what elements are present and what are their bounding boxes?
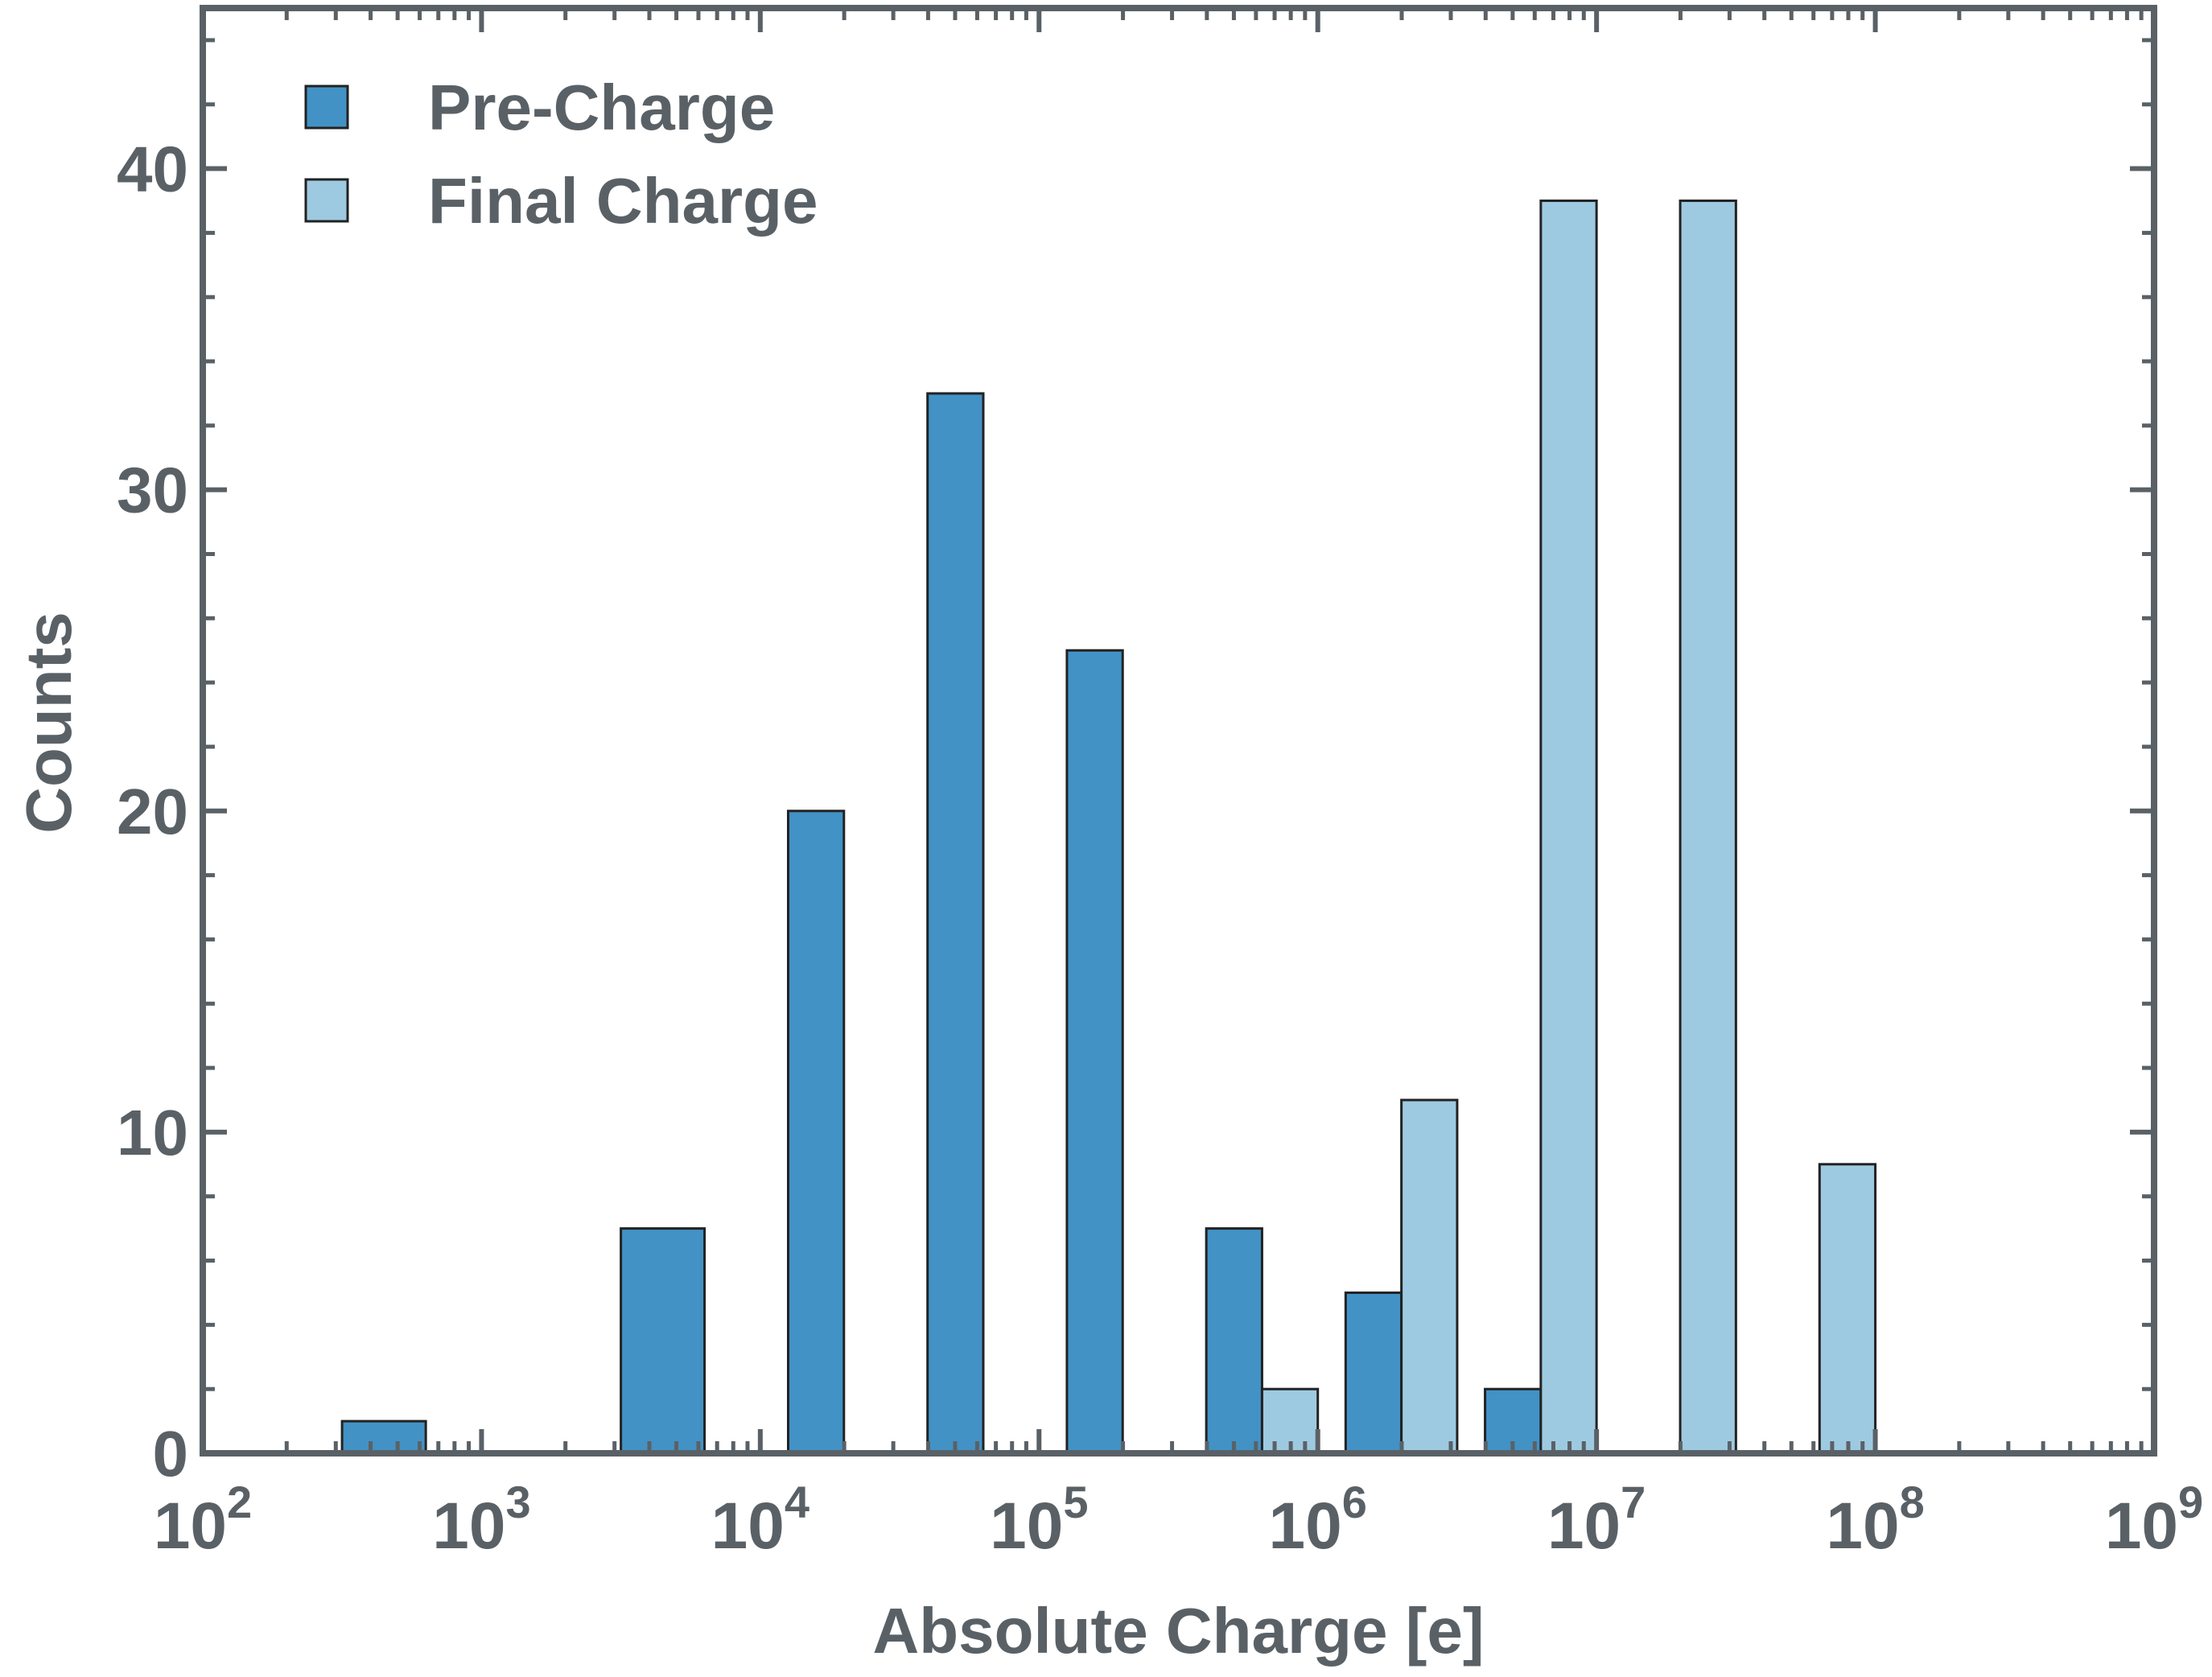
y-tick-label-40: 40 [117, 134, 188, 205]
pre-charge-bar-6 [1344, 1291, 1403, 1455]
legend-label-0: Pre-Charge [428, 72, 775, 143]
y-tick-label-20: 20 [117, 776, 188, 847]
final-charge-bar-2 [1539, 199, 1598, 1455]
pre-charge-bar-1 [620, 1227, 706, 1455]
final-charge-bar-3 [1679, 199, 1737, 1455]
x-tick-label-7: 107 [1547, 1477, 1646, 1563]
x-tick-label-5: 105 [990, 1477, 1088, 1563]
pre-charge-bar-0 [340, 1419, 427, 1455]
x-tick-label-8: 108 [1826, 1477, 1924, 1563]
x-tick-label-2: 102 [154, 1477, 252, 1563]
x-axis-title: Absolute Charge [e] [872, 1595, 1484, 1667]
legend: Pre-Charge Final Charge [304, 72, 818, 237]
y-axis-title: Counts [13, 612, 84, 834]
pre-charge-bar-5 [1205, 1227, 1263, 1455]
legend-label-1: Final Charge [428, 165, 818, 237]
bars-layer [340, 199, 1877, 1455]
x-tick-label-4: 104 [711, 1477, 809, 1563]
y-tick-label-10: 10 [117, 1097, 188, 1168]
y-tick-label-0: 0 [153, 1418, 189, 1490]
legend-swatch-1 [304, 178, 349, 223]
x-tick-label-3: 103 [432, 1477, 530, 1563]
legend-swatch-0 [304, 84, 349, 130]
x-tick-label-9: 109 [2105, 1477, 2203, 1563]
tick-labels-layer: 0 10 20 30 40 102 103 104 105 106 107 108 109 [117, 134, 2203, 1563]
pre-charge-bar-4 [1065, 649, 1124, 1455]
final-charge-bar-4 [1818, 1163, 1877, 1455]
plot-frame [200, 5, 2157, 1457]
final-charge-bar-1 [1400, 1098, 1459, 1455]
y-tick-label-30: 30 [117, 455, 188, 526]
pre-charge-bar-3 [926, 392, 985, 1455]
pre-charge-bar-2 [786, 810, 846, 1455]
x-tick-label-6: 106 [1269, 1477, 1367, 1563]
